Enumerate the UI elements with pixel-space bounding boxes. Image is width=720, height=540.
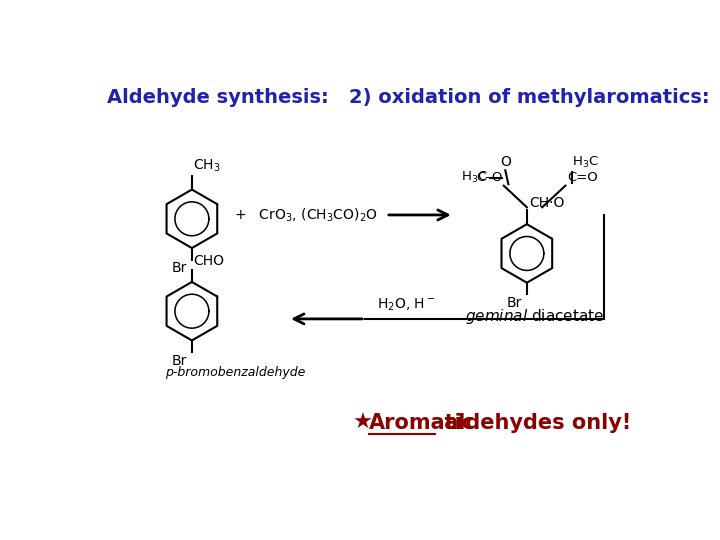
Text: +   CrO$_3$, (CH$_3$CO)$_2$O: + CrO$_3$, (CH$_3$CO)$_2$O	[234, 206, 378, 224]
Text: Aromatic: Aromatic	[369, 413, 475, 433]
Text: Br: Br	[172, 261, 187, 275]
Text: $\mathit{geminal}$ diacetate: $\mathit{geminal}$ diacetate	[465, 307, 604, 326]
Text: CHO: CHO	[194, 254, 225, 268]
Text: H$_3$C: H$_3$C	[462, 170, 488, 185]
Text: C–O: C–O	[476, 171, 503, 184]
Text: C=O: C=O	[567, 171, 598, 184]
Text: H$_3$C: H$_3$C	[572, 155, 598, 170]
Text: Aldehyde synthesis:   2) oxidation of methylaromatics:: Aldehyde synthesis: 2) oxidation of meth…	[107, 88, 710, 107]
Text: H$_2$O, H$^-$: H$_2$O, H$^-$	[377, 296, 435, 313]
Text: CH·O: CH·O	[529, 197, 564, 211]
Text: Br: Br	[172, 354, 187, 368]
Text: aldehydes only!: aldehydes only!	[437, 413, 631, 433]
Text: ★: ★	[352, 413, 372, 433]
Text: CH$_3$: CH$_3$	[194, 158, 221, 174]
Text: p-bromobenzaldehyde: p-bromobenzaldehyde	[165, 366, 305, 379]
Text: O: O	[500, 155, 510, 168]
Text: Br: Br	[507, 296, 522, 310]
